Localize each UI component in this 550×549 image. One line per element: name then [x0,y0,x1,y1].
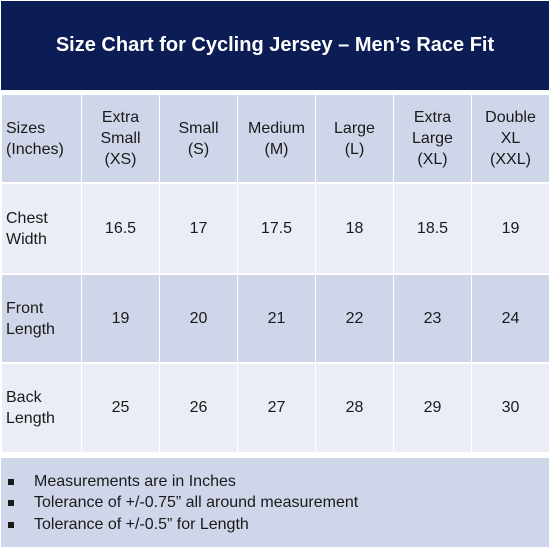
column-header-label: Large (L) [334,119,375,158]
note-item: Tolerance of +/-0.5” for Length [1,514,549,536]
row-label: Chest Width [6,209,48,248]
table-row-chest-width: Chest Width 16.5 17 17.5 18 18.5 19 [1,182,550,275]
column-header-label: Medium (M) [248,119,305,158]
row-label: Front Length [6,299,55,338]
row-label-cell: Chest Width [1,182,82,275]
table-cell: 18.5 [393,182,472,275]
table-cell: 16.5 [81,182,160,275]
table-header-row: Sizes (Inches) Extra Small (XS) Small (S… [1,93,550,184]
page-title: Size Chart for Cycling Jersey – Men’s Ra… [1,1,549,90]
column-header-label: Small (S) [178,119,219,158]
corner-header-cell: Sizes (Inches) [1,93,82,184]
square-bullet-icon [8,500,14,507]
table-cell: 26 [159,362,238,453]
notes-panel: Measurements are in Inches Tolerance of … [1,457,549,547]
table-row-front-length: Front Length 19 20 21 22 23 24 [1,273,550,364]
table-cell: 17 [159,182,238,275]
table-cell: 19 [81,273,160,364]
note-text: Tolerance of +/-0.5” for Length [34,515,249,533]
note-item: Measurements are in Inches [1,471,549,493]
row-label-cell: Front Length [1,273,82,364]
table-cell: 18 [315,182,394,275]
column-header-label: Extra Large (XL) [412,109,453,168]
table-cell: 19 [471,182,550,275]
table-row-back-length: Back Length 25 26 27 28 29 30 [1,362,550,453]
column-header-xl: Extra Large (XL) [393,93,472,184]
table-cell: 30 [471,362,550,453]
square-bullet-icon [8,478,14,485]
row-label-cell: Back Length [1,362,82,453]
column-header-m: Medium (M) [237,93,316,184]
corner-header-label: Sizes (Inches) [6,119,64,158]
column-header-l: Large (L) [315,93,394,184]
table-cell: 28 [315,362,394,453]
table-cell: 23 [393,273,472,364]
column-header-label: Double XL (XXL) [485,109,536,168]
table-cell: 21 [237,273,316,364]
table-cell: 20 [159,273,238,364]
square-bullet-icon [8,521,14,528]
table-cell: 29 [393,362,472,453]
column-header-s: Small (S) [159,93,238,184]
table-cell: 27 [237,362,316,453]
table-cell: 25 [81,362,160,453]
note-text: Tolerance of +/-0.75” all around measure… [34,494,359,512]
column-header-xs: Extra Small (XS) [81,93,160,184]
row-label: Back Length [6,388,55,427]
note-item: Tolerance of +/-0.75” all around measure… [1,493,549,515]
note-text: Measurements are in Inches [34,472,236,490]
table-cell: 17.5 [237,182,316,275]
table-cell: 24 [471,273,550,364]
column-header-label: Extra Small (XS) [100,109,141,168]
size-table: Sizes (Inches) Extra Small (XS) Small (S… [1,93,550,453]
table-cell: 22 [315,273,394,364]
column-header-xxl: Double XL (XXL) [471,93,550,184]
